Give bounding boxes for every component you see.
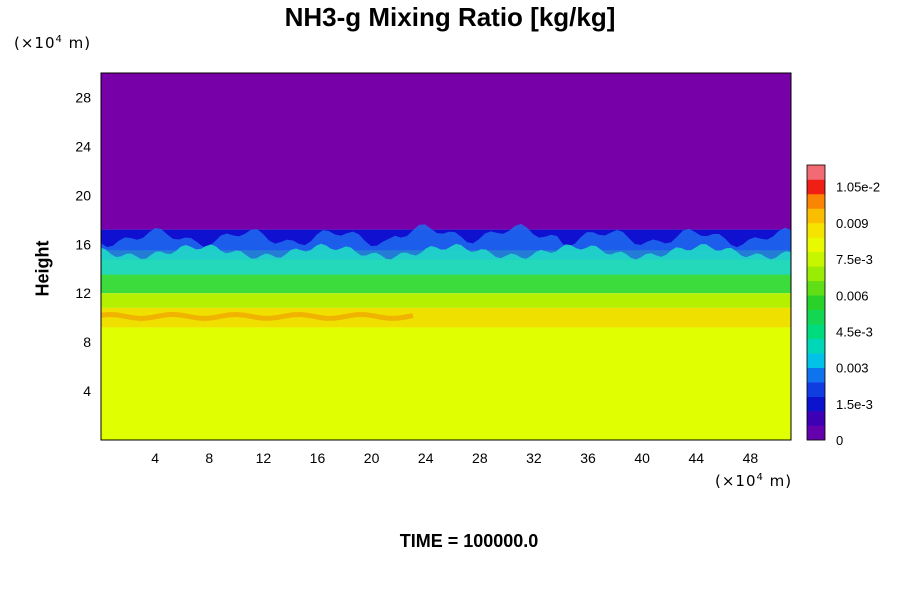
plot-border xyxy=(100,72,792,441)
colorbar-level xyxy=(807,251,825,267)
y-tick-label: 28 xyxy=(75,89,91,105)
x-tick-label: 8 xyxy=(205,450,213,466)
colorbar-tick-label: 0 xyxy=(836,433,843,448)
colorbar-border xyxy=(806,164,826,441)
x-tick-label: 48 xyxy=(743,450,759,466)
colorbar-level xyxy=(807,222,825,238)
colorbar: 0 1.5e-3 0.003 4.5e-3 0.006 7.5e-3 0.009 1.05e-… xyxy=(806,164,880,448)
colorbar-level xyxy=(807,382,825,397)
y-axis-ticks: 4 8 12 16 20 24 28 xyxy=(75,89,91,399)
x-tick-label: 24 xyxy=(418,450,434,466)
field-region-3 xyxy=(101,293,791,308)
x-tick-label: 28 xyxy=(472,450,488,466)
colorbar-level xyxy=(807,179,825,195)
field-region-4 xyxy=(101,307,791,328)
y-tick-label: 20 xyxy=(75,187,91,203)
field-streak xyxy=(101,311,414,321)
colorbar-level xyxy=(807,324,825,339)
x-tick-label: 44 xyxy=(689,450,705,466)
y-tick-label: 12 xyxy=(75,285,91,301)
x-tick-label: 40 xyxy=(634,450,650,466)
y-tick-label: 4 xyxy=(83,383,91,399)
colorbar-level xyxy=(807,411,825,426)
colorbar-level xyxy=(807,266,825,282)
colorbar-tick-label: 0.003 xyxy=(836,361,869,376)
colorbar-level xyxy=(807,425,825,441)
x-tick-label: 12 xyxy=(256,450,272,466)
y-tick-label: 24 xyxy=(75,138,91,154)
x-axis-ticks: 4 8 12 16 20 24 28 32 36 40 44 48 xyxy=(151,450,758,466)
plot-frame xyxy=(100,72,792,441)
colorbar-level xyxy=(807,396,825,412)
colorbar-tick-label: 0.009 xyxy=(836,216,869,231)
x-tick-label: 20 xyxy=(364,450,380,466)
y-axis-unit: (×104 m) xyxy=(14,34,92,52)
field-region-0 xyxy=(101,73,791,230)
colorbar-tick-label: 1.5e-3 xyxy=(836,397,873,412)
colorbar-level xyxy=(807,295,825,311)
x-tick-label: 36 xyxy=(580,450,596,466)
time-label: TIME = 100000.0 xyxy=(399,531,539,551)
x-tick-label: 32 xyxy=(526,450,542,466)
colorbar-level xyxy=(807,338,825,354)
colorbar-level xyxy=(807,353,825,368)
field-transition-layer xyxy=(101,243,791,275)
x-axis-unit: (×104 m) xyxy=(715,472,793,490)
x-tick-label: 4 xyxy=(151,450,159,466)
field-front-layer xyxy=(101,223,791,260)
colorbar-tick-label: 1.05e-2 xyxy=(836,180,880,195)
colorbar-level xyxy=(807,367,825,383)
field-region-5 xyxy=(101,327,791,440)
plot-area xyxy=(101,73,791,440)
colorbar-level xyxy=(807,193,825,209)
colorbar-tick-label: 4.5e-3 xyxy=(836,324,873,339)
colorbar-level xyxy=(807,208,825,224)
x-tick-label: 16 xyxy=(310,450,326,466)
colorbar-level xyxy=(807,237,825,253)
colorbar-tick-label: 7.5e-3 xyxy=(836,252,873,267)
colorbar-tick-label: 0.006 xyxy=(836,288,869,303)
colorbar-level xyxy=(807,280,825,296)
chart-title: NH3-g Mixing Ratio [kg/kg] xyxy=(284,2,616,32)
colorbar-level xyxy=(807,309,825,325)
colorbar-level xyxy=(807,165,825,180)
y-tick-label: 16 xyxy=(75,236,91,252)
y-tick-label: 8 xyxy=(83,334,91,350)
